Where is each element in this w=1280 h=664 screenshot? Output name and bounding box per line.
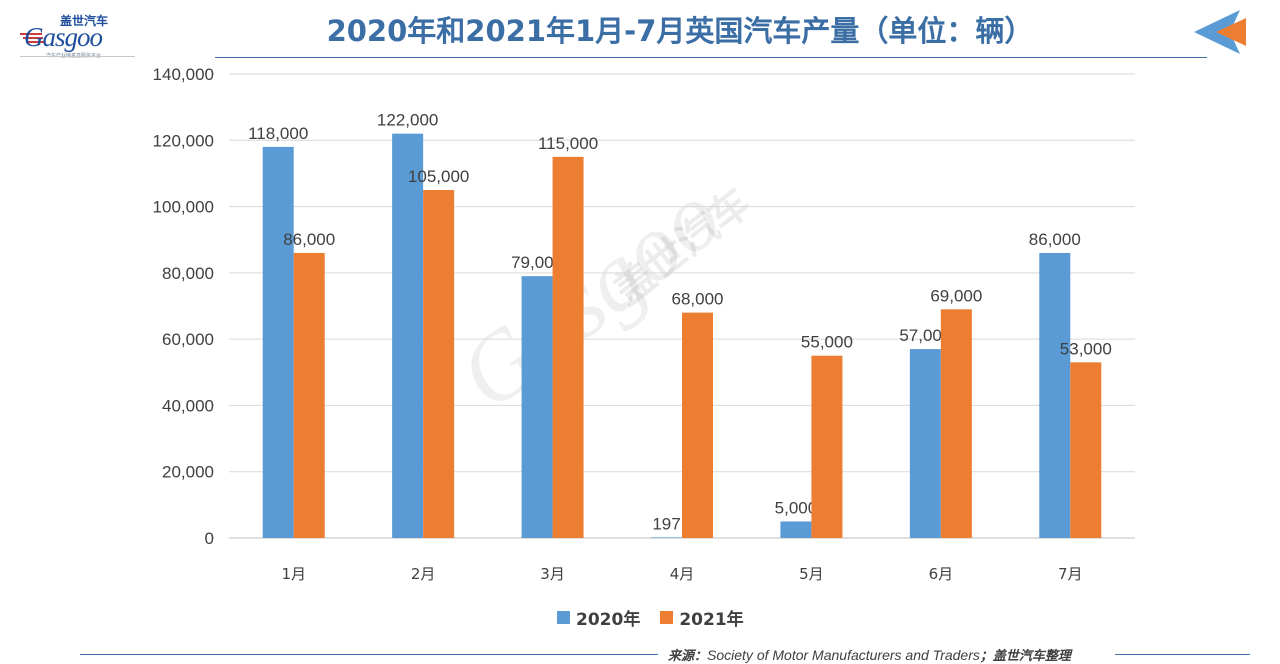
bar-2020年-7月	[1039, 252, 1071, 538]
logo-divider	[20, 56, 135, 57]
x-tick-label: 7月	[1058, 565, 1083, 583]
x-tick-label: 4月	[670, 565, 695, 583]
footer-divider-left	[80, 654, 658, 655]
data-label: 86,000	[1029, 230, 1081, 249]
x-tick-label: 1月	[281, 565, 306, 583]
data-label: 79,000	[511, 253, 563, 272]
bar-2021年-2月	[423, 190, 455, 538]
legend-swatch-2021	[660, 610, 674, 624]
bar-2020年-6月	[909, 349, 941, 538]
data-label: 115,000	[538, 134, 598, 153]
data-label: 68,000	[672, 290, 724, 309]
bar-2020年-2月	[392, 133, 424, 538]
data-label: 55,000	[801, 333, 853, 352]
legend-label-2020: 2020年	[576, 609, 641, 630]
bar-2020年-3月	[521, 276, 553, 538]
data-label: 53,000	[1060, 339, 1112, 358]
y-tick-label: 0	[205, 529, 214, 548]
data-label: 57,000	[899, 326, 951, 345]
chart-legend: 2020年 2021年	[557, 605, 764, 630]
source-note: 来源：Society of Motor Manufacturers and Tr…	[668, 645, 1071, 664]
data-label: 86,000	[283, 230, 335, 249]
logo-english-text: Gasgoo	[24, 22, 103, 52]
bar-2020年-1月	[262, 146, 294, 538]
data-label: 105,000	[408, 167, 469, 186]
x-tick-label: 5月	[799, 565, 824, 583]
data-label: 69,000	[930, 286, 982, 305]
data-label: 5,000	[775, 498, 818, 517]
source-prefix: 来源：	[668, 649, 708, 664]
bar-2021年-3月	[552, 156, 584, 538]
y-tick-label: 120,000	[153, 131, 214, 150]
y-tick-label: 20,000	[162, 463, 214, 482]
bar-2021年-5月	[811, 355, 843, 538]
legend-label-2021: 2021年	[679, 609, 744, 630]
bar-chart: 0 20,000 40,000 60,000 80,000 100,000 120,000 1…	[153, 65, 1135, 583]
bar-2020年-5月	[780, 521, 812, 538]
bar-2021年-1月	[293, 252, 325, 538]
legend-item-2021: 2021年	[660, 605, 744, 630]
back-arrow-icon	[1194, 10, 1246, 54]
bar-2021年-6月	[940, 309, 972, 538]
x-tick-label: 6月	[929, 565, 954, 583]
legend-item-2020: 2020年	[557, 605, 640, 630]
data-label: 118,000	[248, 124, 308, 143]
footer-divider-right	[1115, 654, 1250, 655]
title-underline	[215, 57, 1207, 58]
y-tick-label: 40,000	[162, 396, 214, 415]
legend-swatch-2020	[557, 610, 570, 624]
data-label: 197	[652, 514, 680, 533]
y-tick-label: 60,000	[162, 330, 214, 349]
data-label: 122,000	[377, 111, 438, 130]
bar-2020年-4月	[651, 537, 682, 538]
page-title: 2020年和2021年1月-7月英国汽车产量（单位：辆）	[326, 14, 1034, 48]
logo-speed-bars-icon	[20, 33, 44, 43]
x-tick-label: 3月	[540, 565, 565, 583]
bar-2021年-7月	[1070, 362, 1102, 538]
source-suffix: ；盖世汽车整理	[979, 649, 1071, 664]
y-tick-label: 140,000	[153, 65, 214, 84]
bar-2021年-4月	[682, 312, 713, 538]
source-organization: Society of Motor Manufacturers and Trade…	[707, 647, 980, 663]
x-tick-label: 2月	[411, 565, 436, 583]
y-tick-label: 100,000	[153, 198, 214, 217]
logo-chinese-text: 盖世汽车	[60, 14, 109, 28]
y-tick-label: 80,000	[162, 264, 214, 283]
